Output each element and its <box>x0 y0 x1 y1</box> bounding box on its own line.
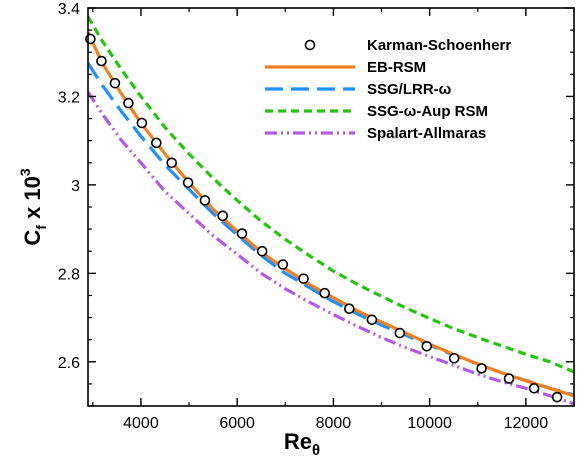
y-tick-label: 2.8 <box>58 266 80 283</box>
karman-schoenherr-point <box>476 363 487 374</box>
y-axis-title-subscript: f <box>33 225 49 230</box>
legend-label-ssg-lrr: SSG/LRR-ω <box>367 81 452 98</box>
y-tick-label: 3 <box>71 178 80 195</box>
x-tick-label: 6000 <box>219 415 255 432</box>
x-axis-title-main: Re <box>284 429 312 454</box>
x-axis-title: Reθ <box>284 429 320 459</box>
karman-schoenherr-point <box>551 391 563 403</box>
x-tick-label: 12000 <box>504 415 549 432</box>
marker-layer <box>85 33 563 403</box>
x-tick-label: 4000 <box>123 415 159 432</box>
karman-schoenherr-point <box>298 273 309 284</box>
karman-schoenherr-point <box>503 373 515 384</box>
ssg-aup-rsm-line <box>88 15 574 374</box>
karman-schoenherr-point <box>236 228 248 239</box>
y-axis-ticks: 2.6 2.8 3 3.2 3.4 <box>58 1 574 407</box>
x-axis-title-subscript: θ <box>312 442 320 459</box>
karman-schoenherr-point <box>199 195 211 206</box>
legend-marker-karman-schoenherr <box>304 39 316 51</box>
karman-schoenherr-point <box>217 210 229 222</box>
karman-schoenherr-point <box>109 77 121 89</box>
x-tick-label: 8000 <box>316 415 352 432</box>
karman-schoenherr-point <box>136 117 148 129</box>
series-layer <box>88 15 574 406</box>
karman-schoenherr-point <box>448 352 460 364</box>
legend-label-karman-schoenherr: Karman-Schoenherr <box>367 37 511 54</box>
legend: Karman-Schoenherr EB-RSM SSG/LRR-ω SSG-ω-Au… <box>265 37 511 142</box>
x-tick-label: 10000 <box>407 415 452 432</box>
spalart-allmaras-line <box>88 91 574 406</box>
legend-label-eb-rsm: EB-RSM <box>367 59 426 76</box>
karman-schoenherr-point <box>343 303 355 315</box>
karman-schoenherr-point <box>277 259 289 270</box>
karman-schoenherr-point <box>182 177 194 188</box>
karman-schoenherr-point <box>166 157 178 169</box>
karman-schoenherr-point <box>256 245 268 257</box>
karman-schoenherr-point <box>366 314 378 326</box>
karman-schoenherr-point <box>151 137 162 149</box>
eb-rsm-line <box>88 31 574 398</box>
karman-schoenherr-point <box>421 340 433 352</box>
ssg-lrr-line <box>88 62 574 397</box>
karman-schoenherr-point <box>394 327 406 339</box>
y-axis-title-main: C <box>20 230 45 246</box>
karman-schoenherr-point <box>528 383 540 394</box>
x-axis-ticks: 4000 6000 8000 10000 12000 <box>92 8 575 432</box>
y-tick-label: 3.4 <box>58 1 80 18</box>
y-axis-title-superscript: 3 <box>17 168 33 176</box>
y-tick-label: 2.6 <box>58 355 80 372</box>
y-axis-title: Cf x 103 <box>17 168 49 246</box>
karman-schoenherr-point <box>96 55 107 67</box>
legend-label-ssg-aup-rsm: SSG-ω-Aup RSM <box>367 103 488 120</box>
y-axis-title-rest: x 10 <box>20 176 45 225</box>
y-tick-label: 3.2 <box>58 89 80 106</box>
karman-schoenherr-point <box>319 287 331 299</box>
legend-label-spalart-allmaras: Spalart-Allmaras <box>367 125 486 142</box>
karman-schoenherr-point <box>123 97 134 109</box>
